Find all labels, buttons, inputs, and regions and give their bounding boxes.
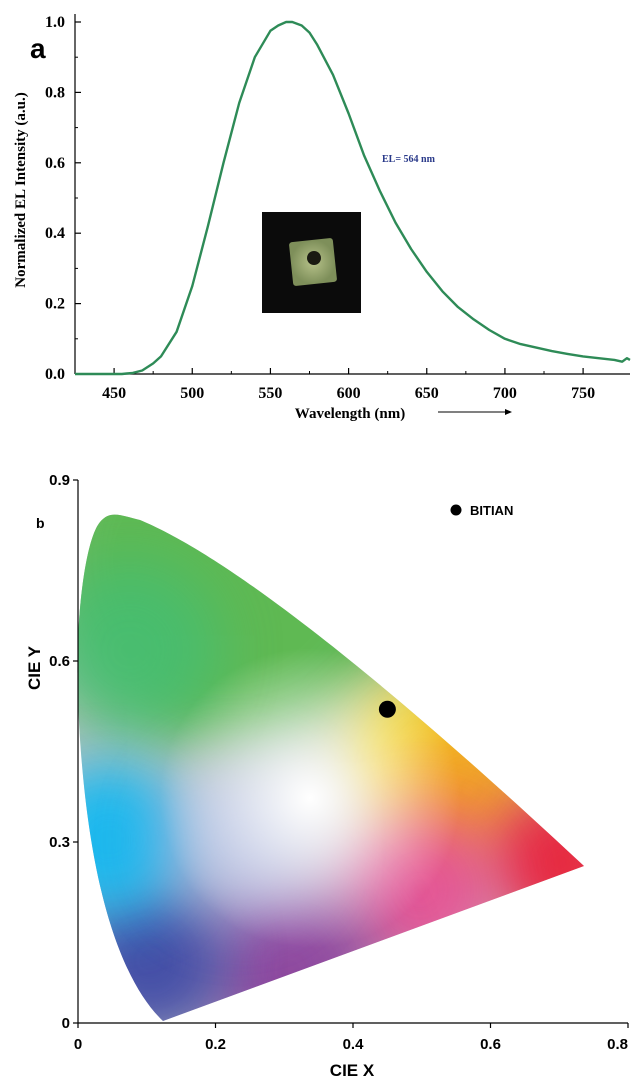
panel-a-y-tick-label: 0.2 — [45, 296, 65, 313]
panel-a-y-ticks: 0.0 0.2 0.4 0.6 0.8 1.0 — [45, 14, 81, 383]
panel-b-data-point — [378, 700, 396, 718]
panel-a-x-tick-label: 750 — [571, 385, 595, 402]
panel-b-y-tick-label: 0 — [62, 1015, 70, 1032]
inset-device-photo — [262, 212, 361, 313]
panel-b-x-tick-label: 0.6 — [480, 1036, 501, 1053]
panel-b-y-tick-label: 0.6 — [49, 653, 70, 670]
panel-b-legend: BITIAN — [450, 503, 513, 518]
panel-a-y-tick-label: 1.0 — [45, 14, 65, 31]
panel-a-label: a — [30, 33, 46, 64]
panel-a-x-tick-label: 650 — [415, 385, 439, 402]
panel-a-x-tick-label: 550 — [258, 385, 282, 402]
panel-a-y-tick-label: 0.0 — [45, 366, 65, 383]
panel-a-y-axis-label: Normalized EL Intensity (a.u.) — [13, 92, 29, 287]
panel-b-label: b — [36, 515, 45, 531]
panel-b-x-tick-label: 0.4 — [343, 1036, 365, 1053]
panel-a-x-tick-label: 700 — [493, 385, 517, 402]
panel-a-x-ticks: 450 500 550 600 650 700 750 — [102, 368, 595, 402]
legend-label: BITIAN — [470, 503, 513, 518]
panel-a-annotation: EL= 564 nm — [382, 154, 436, 165]
panel-a-series-line — [75, 20, 631, 376]
panel-a-x-tick-label: 500 — [180, 385, 204, 402]
panel-b-x-axis-label: CIE X — [330, 1061, 375, 1080]
cie-chromaticity-diagram — [77, 514, 584, 1021]
panel-b-x-tick-label: 0.2 — [205, 1036, 226, 1053]
panel-a-axes — [74, 14, 630, 375]
panel-b-x-tick-label: 0.8 — [607, 1036, 628, 1053]
panel-a-y-tick-label: 0.4 — [45, 225, 65, 242]
panel-a-y-tick-label: 0.6 — [45, 155, 65, 172]
panel-b-y-tick-label: 0.9 — [49, 472, 70, 489]
panel-a-x-tick-label: 450 — [102, 385, 126, 402]
panel-a-y-tick-label: 0.8 — [45, 84, 65, 101]
panel-b-y-axis-label: CIE Y — [25, 645, 44, 690]
panel-b-y-tick-label: 0.3 — [49, 834, 70, 851]
panel-b-y-ticks: 0 0.3 0.6 0.9 — [49, 472, 78, 1032]
panel-a-x-axis-label: Wavelength (nm) — [295, 406, 405, 422]
arrow-icon — [438, 409, 512, 415]
panel-b-points — [378, 700, 396, 718]
panel-b-x-tick-label: 0 — [74, 1036, 82, 1053]
legend-marker — [450, 504, 462, 516]
panel-b-x-ticks: 0 0.2 0.4 0.6 0.8 — [74, 1023, 629, 1053]
panel-a-x-tick-label: 600 — [337, 385, 361, 402]
